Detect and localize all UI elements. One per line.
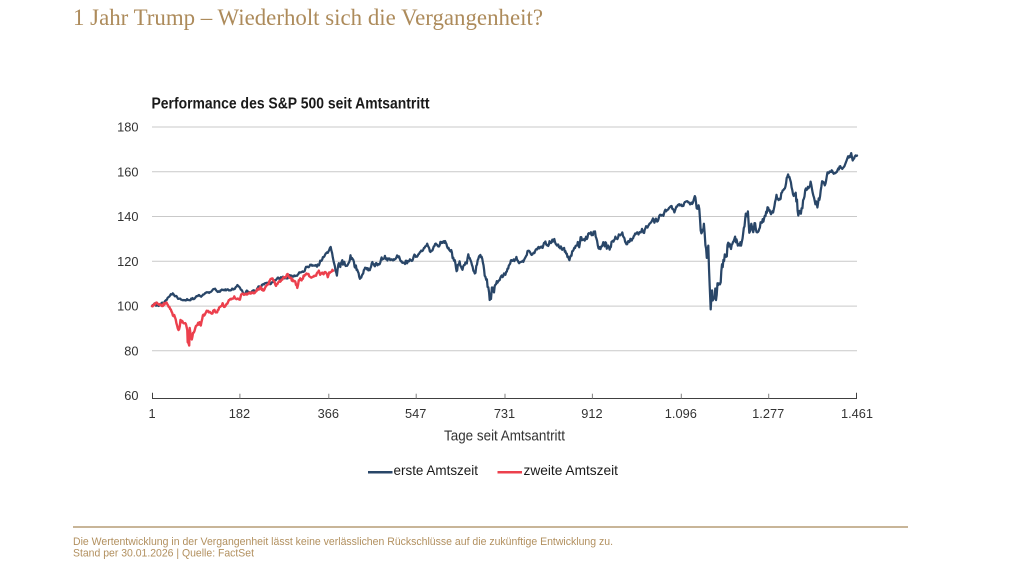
svg-text:1.277: 1.277 [752, 406, 784, 421]
svg-text:366: 366 [318, 406, 339, 421]
svg-text:731: 731 [494, 406, 515, 421]
svg-text:140: 140 [117, 209, 138, 224]
svg-text:1 Jahr Trump – Wiederholt sich: 1 Jahr Trump – Wiederholt sich die Verga… [73, 5, 543, 30]
svg-text:erste Amtszeit: erste Amtszeit [394, 462, 479, 478]
svg-text:Stand per 30.01.2026 | Quelle:: Stand per 30.01.2026 | Quelle: FactSet [73, 547, 255, 559]
svg-text:182: 182 [229, 406, 250, 421]
svg-text:160: 160 [117, 164, 138, 179]
svg-text:120: 120 [117, 254, 138, 269]
svg-text:60: 60 [124, 388, 138, 403]
svg-text:Performance des S&P 500 seit A: Performance des S&P 500 seit Amtsantritt [152, 95, 430, 112]
svg-text:1: 1 [148, 406, 155, 421]
svg-text:zweite Amtszeit: zweite Amtszeit [524, 462, 619, 478]
svg-text:80: 80 [124, 343, 138, 358]
svg-text:1.461: 1.461 [841, 406, 873, 421]
svg-text:100: 100 [117, 299, 138, 314]
svg-text:547: 547 [405, 406, 426, 421]
svg-text:1.096: 1.096 [665, 406, 697, 421]
svg-text:Tage seit Amtsantritt: Tage seit Amtsantritt [444, 429, 565, 445]
svg-text:Die Wertentwicklung in der Ver: Die Wertentwicklung in der Vergangenheit… [73, 536, 613, 548]
svg-text:180: 180 [117, 120, 138, 135]
svg-text:912: 912 [581, 406, 602, 421]
